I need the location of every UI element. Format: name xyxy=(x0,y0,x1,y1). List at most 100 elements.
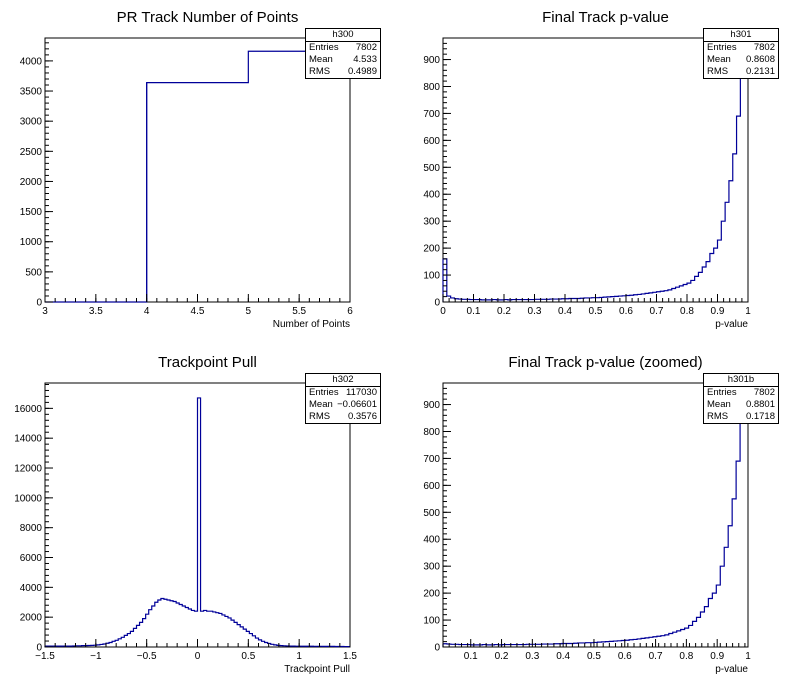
stats-value: 4.533 xyxy=(353,54,377,65)
stats-key: Mean xyxy=(309,54,333,65)
stats-key: Entries xyxy=(707,42,737,53)
y-tick-label: 500 xyxy=(25,267,42,278)
x-tick-label: 0.2 xyxy=(495,651,509,662)
x-axis-label: p-value xyxy=(715,319,748,330)
stats-value: 0.8608 xyxy=(745,54,775,65)
y-tick-label: 300 xyxy=(423,217,440,228)
stats-row: RMS 0.4989 xyxy=(306,66,380,78)
y-tick-label: 0 xyxy=(434,643,440,654)
x-tick-label: 0.2 xyxy=(497,306,511,317)
x-axis-label: p-value xyxy=(715,664,748,675)
y-tick-label: 4000 xyxy=(20,583,43,594)
stats-value: 7802 xyxy=(753,42,775,53)
x-tick-label: 4.5 xyxy=(191,306,205,317)
stats-key: Mean xyxy=(707,399,731,410)
x-tick-label: 0 xyxy=(195,651,201,662)
x-tick-label: 1 xyxy=(745,306,751,317)
x-tick-label: 0.3 xyxy=(525,651,539,662)
y-tick-label: 400 xyxy=(423,535,440,546)
y-tick-label: 16000 xyxy=(14,404,42,415)
y-tick-label: 600 xyxy=(423,136,440,147)
stats-row: Entries 117030 xyxy=(306,387,380,399)
x-tick-label: 0.9 xyxy=(710,651,724,662)
y-tick-label: 200 xyxy=(423,589,440,600)
x-tick-label: 0.6 xyxy=(619,306,633,317)
histogram-svg: Final Track p-value (zoomed) 0.1 0.2 0.3 0.4… xyxy=(423,354,751,675)
stats-value: 7802 xyxy=(753,387,775,398)
stats-row: Entries 7802 xyxy=(306,42,380,54)
histogram-pad-1: PR Track Number of Points 3 3.5 4 4.5 5 5.5 6 0 5… xyxy=(0,0,398,345)
stats-key: Entries xyxy=(707,387,737,398)
x-tick-label: 3 xyxy=(42,306,48,317)
x-tick-label: 0.5 xyxy=(241,651,255,662)
stats-box: h301b Entries 7802 Mean 0.8801 RMS 0.1718 xyxy=(703,373,779,424)
stats-value: 0.2131 xyxy=(745,66,775,77)
stats-box-name: h301b xyxy=(704,374,778,387)
y-tick-label: 3500 xyxy=(20,87,43,98)
x-tick-label: 0.8 xyxy=(680,306,694,317)
stats-value: 0.3576 xyxy=(347,411,377,422)
y-tick-label: 1500 xyxy=(20,207,43,218)
chart-title: Final Track p-value (zoomed) xyxy=(508,354,702,371)
chart-title: PR Track Number of Points xyxy=(117,9,299,26)
stats-row: Mean 0.8801 xyxy=(704,399,778,411)
histogram-line xyxy=(45,50,350,303)
y-tick-label: 500 xyxy=(423,163,440,174)
stats-key: RMS xyxy=(309,411,331,422)
x-axis-label: Number of Points xyxy=(273,319,350,330)
x-tick-label: 1 xyxy=(296,651,302,662)
x-tick-label: −1 xyxy=(90,651,102,662)
stats-key: RMS xyxy=(707,411,729,422)
x-tick-label: 4 xyxy=(144,306,150,317)
histogram-pad-3: Trackpoint Pull −1.5 −1 −0.5 0 0.5 1 1.5 0 2000 40… xyxy=(0,345,398,690)
stats-box-name: h301 xyxy=(704,29,778,42)
stats-box-name: h300 xyxy=(306,29,380,42)
stats-key: Entries xyxy=(309,387,339,398)
x-tick-label: 5.5 xyxy=(292,306,306,317)
y-tick-label: 100 xyxy=(423,271,440,282)
histogram-svg: Trackpoint Pull −1.5 −1 −0.5 0 0.5 1 1.5 0 2000 40… xyxy=(14,354,357,675)
y-tick-label: 200 xyxy=(423,244,440,255)
y-tick-label: 700 xyxy=(423,454,440,465)
x-tick-label: 3.5 xyxy=(89,306,103,317)
y-tick-label: 400 xyxy=(423,190,440,201)
stats-key: Mean xyxy=(707,54,731,65)
histogram-pad-2: Final Track p-value 0 0.1 0.2 0.3 0.4 0.5 0.6 0.… xyxy=(398,0,796,345)
stats-value: −0.06601 xyxy=(337,399,377,410)
x-tick-label: 6 xyxy=(347,306,353,317)
x-tick-label: 0.9 xyxy=(711,306,725,317)
y-tick-label: 6000 xyxy=(20,553,43,564)
stats-row: RMS 0.1718 xyxy=(704,411,778,423)
histogram-svg: Final Track p-value 0 0.1 0.2 0.3 0.4 0.5 0.6 0.… xyxy=(423,9,751,330)
stats-value: 7802 xyxy=(355,42,377,53)
plot-frame xyxy=(442,382,749,648)
y-tick-label: 12000 xyxy=(14,464,42,475)
x-tick-label: 0.6 xyxy=(618,651,632,662)
y-tick-label: 500 xyxy=(423,508,440,519)
y-tick-label: 300 xyxy=(423,562,440,573)
chart-title: Trackpoint Pull xyxy=(158,354,257,371)
stats-value: 0.1718 xyxy=(745,411,775,422)
x-tick-label: 1.5 xyxy=(343,651,357,662)
stats-key: RMS xyxy=(707,66,729,77)
y-tick-label: 600 xyxy=(423,481,440,492)
x-tick-label: 0.4 xyxy=(558,306,572,317)
y-tick-label: 2000 xyxy=(20,177,43,188)
y-tick-label: 2000 xyxy=(20,613,43,624)
x-tick-label: 0.1 xyxy=(464,651,478,662)
y-tick-label: 900 xyxy=(423,55,440,66)
y-tick-label: 0 xyxy=(36,298,42,309)
stats-box: h300 Entries 7802 Mean 4.533 RMS 0.4989 xyxy=(305,28,381,79)
y-tick-label: 8000 xyxy=(20,523,43,534)
y-tick-label: 700 xyxy=(423,109,440,120)
stats-row: Mean 4.533 xyxy=(306,54,380,66)
x-tick-label: −1.5 xyxy=(35,651,55,662)
y-tick-label: 14000 xyxy=(14,434,42,445)
histogram-svg: PR Track Number of Points 3 3.5 4 4.5 5 5.5 6 0 5… xyxy=(20,9,353,330)
x-tick-label: −0.5 xyxy=(137,651,157,662)
stats-row: RMS 0.2131 xyxy=(704,66,778,78)
stats-row: Entries 7802 xyxy=(704,387,778,399)
x-tick-label: 0 xyxy=(440,306,446,317)
x-tick-label: 0.8 xyxy=(679,651,693,662)
x-tick-label: 0.7 xyxy=(650,306,664,317)
